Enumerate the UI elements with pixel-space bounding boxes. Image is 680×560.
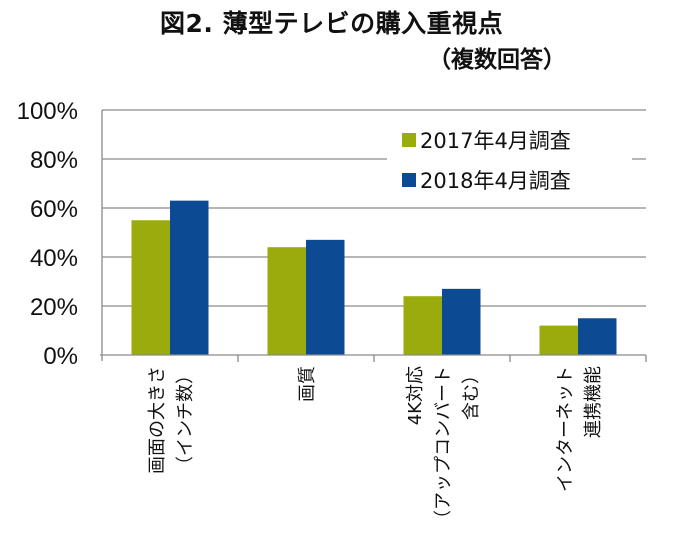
chart-subtitle: （複数回答） [428,47,566,73]
bar-2017 [403,296,442,355]
category-label: （インチ数） [175,366,196,474]
y-tick-label: 60% [30,196,78,223]
y-tick-label: 100% [17,98,78,125]
category-label: 連携機能 [583,366,604,438]
category-label: （アップコンバート [433,366,454,528]
y-axis-ticks: 0% 20% 40% 60% 80% 100% [17,98,78,370]
y-tick-label: 20% [30,294,78,321]
bar-2018 [170,200,209,355]
bar-2018 [578,318,617,355]
category-label: 4K対応 [405,366,426,425]
bars [131,200,617,355]
legend: 2017年4月調査 2018年4月調査 [387,119,632,205]
y-tick-label: 40% [30,245,78,272]
legend-label: 2018年4月調査 [420,169,571,193]
y-tick-label: 80% [30,147,78,174]
bar-2017 [131,220,170,355]
chart-title: 図2. 薄型テレビの購入重視点 [160,9,504,38]
legend-swatch [402,133,416,147]
axes [100,110,647,362]
category-label: 含む） [461,366,482,420]
legend-box [387,119,632,205]
bar-2017 [267,247,306,355]
category-label: 画面の大きさ [147,366,168,474]
y-tick-label: 0% [43,343,78,370]
legend-swatch [402,173,416,187]
category-label: インターネット [555,366,576,492]
category-labels: 画面の大きさ （インチ数） 画質 4K対応 （アップコンバート 含む） インターネット 連携機… [147,366,604,528]
category-label: 画質 [297,366,318,402]
legend-label: 2017年4月調査 [420,129,571,153]
bar-2018 [306,239,345,355]
bar-2017 [539,325,578,355]
bar-2018 [442,288,481,355]
